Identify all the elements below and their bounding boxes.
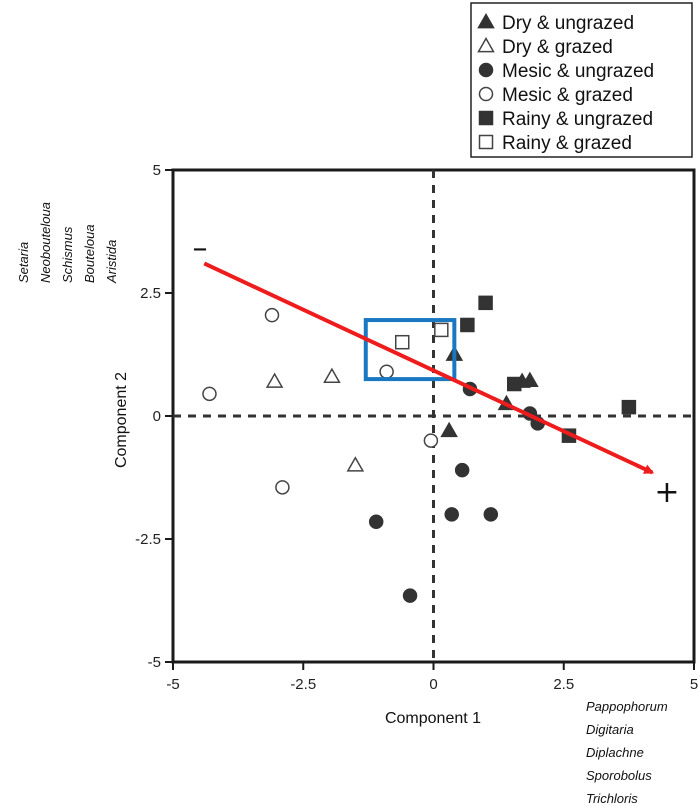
legend-square-marker [478, 134, 494, 150]
y-tick-label: -2.5 [135, 531, 161, 548]
square-data-point [434, 322, 449, 338]
axis-ticks: -5 -2.5 0 2.5 5 -5 -2.5 0 2.5 5 [135, 162, 698, 693]
circle-data-point [444, 507, 459, 522]
circle-data-point [483, 507, 499, 522]
genus-label-left: Neobouteloua [38, 202, 53, 283]
triangle-data-point [323, 367, 341, 384]
genus-label-right: Trichloris [586, 791, 638, 806]
genus-label-left: Schismus [60, 226, 75, 283]
y-tick-label: -5 [148, 654, 161, 671]
circle-data-point [402, 588, 418, 603]
legend-label: Mesic & ungrazed [502, 61, 654, 82]
genus-label-left: Setaria [16, 242, 31, 283]
data-points [202, 295, 637, 603]
legend-label: Mesic & grazed [502, 85, 633, 106]
square-data-point [478, 295, 493, 311]
highlight-box [363, 318, 457, 382]
x-axis-title: Component 1 [385, 710, 481, 727]
circle-data-point [275, 480, 290, 495]
legend: Dry & ungrazed Dry & grazed Mesic & ungraz… [470, 2, 693, 158]
positive-pole-label: + [654, 475, 679, 510]
genus-label-right: Sporobolus [586, 768, 652, 783]
genus-label-right: Digitaria [586, 722, 634, 737]
square-data-point [460, 317, 475, 333]
square-data-point [394, 334, 410, 350]
legend-label: Dry & grazed [502, 37, 613, 58]
genus-label-left: Bouteloua [82, 224, 97, 283]
legend-box [470, 2, 693, 158]
x-tick-label: 0 [429, 676, 437, 693]
gradient-arrow [203, 261, 655, 475]
genus-label-right: Diplachne [586, 745, 644, 760]
triangle-data-point [265, 372, 284, 388]
legend-label: Rainy & grazed [502, 133, 632, 154]
circle-data-point [379, 364, 394, 379]
negative-pole-label: – [193, 231, 208, 266]
legend-circle-marker [478, 62, 494, 78]
y-axis-title: Component 2 [113, 372, 130, 468]
legend-triangle-marker [477, 12, 495, 29]
legend-circle-marker [478, 86, 494, 102]
x-tick-label: -2.5 [290, 676, 316, 693]
x-tick-label: 2.5 [553, 676, 574, 693]
legend-label: Dry & ungrazed [502, 13, 634, 34]
square-data-point [507, 376, 522, 392]
legend-label: Rainy & ungrazed [502, 109, 653, 130]
legend-triangle-marker [477, 36, 495, 53]
triangle-data-point [346, 456, 365, 472]
y-tick-label: 0 [153, 408, 161, 425]
x-tick-label: -5 [166, 676, 179, 693]
legend-square-marker [478, 110, 494, 126]
genus-label-right: Pappophorum [586, 699, 668, 714]
circle-data-point [264, 307, 280, 323]
circle-data-point [368, 514, 384, 530]
left-genera-list: Setaria Neobouteloua Schismus Bouteloua … [16, 202, 119, 284]
x-tick-label: 5 [690, 676, 698, 693]
circle-data-point [423, 433, 439, 448]
circle-data-point [202, 386, 217, 402]
triangle-data-point [440, 421, 458, 438]
y-tick-label: 5 [153, 162, 161, 179]
y-tick-label: 2.5 [140, 285, 161, 302]
right-genera-list: Pappophorum Digitaria Diplachne Sporobol… [586, 699, 668, 806]
triangle-data-point [521, 371, 539, 387]
circle-data-point [454, 462, 470, 478]
square-data-point [621, 399, 637, 415]
genus-label-left: Aristida [104, 240, 119, 284]
